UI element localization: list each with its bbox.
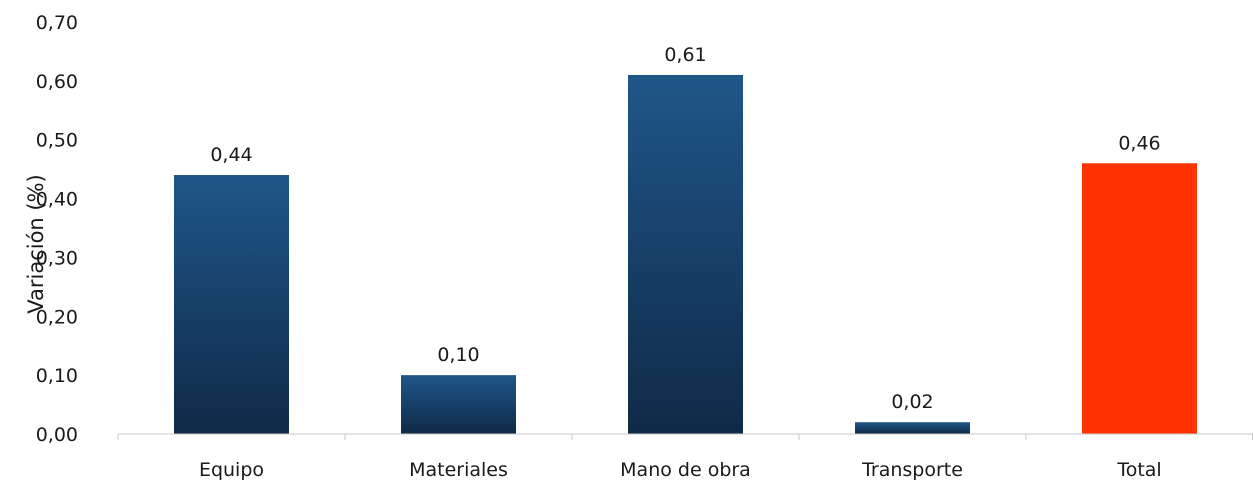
bar-transporte <box>855 422 970 434</box>
y-tick-label: 0,50 <box>36 130 78 152</box>
y-tick-label: 0,00 <box>36 424 78 446</box>
data-label: 0,61 <box>664 44 706 66</box>
bar-mano-de-obra <box>628 74 743 434</box>
category-label: Transporte <box>861 459 963 481</box>
bars <box>174 74 1197 434</box>
category-label: Equipo <box>199 459 264 481</box>
y-tick-label: 0,40 <box>36 189 78 211</box>
y-tick-label: 0,30 <box>36 247 78 269</box>
data-label: 0,44 <box>210 144 252 166</box>
bar-total <box>1082 163 1197 434</box>
data-labels: 0,44 0,10 0,61 0,02 0,46 <box>210 44 1160 413</box>
bar-equipo <box>174 175 289 434</box>
y-tick-label: 0,20 <box>36 306 78 328</box>
y-tick-label: 0,70 <box>36 12 78 34</box>
category-label: Mano de obra <box>620 459 751 481</box>
data-label: 0,46 <box>1118 132 1160 154</box>
y-tick-labels: 0,00 0,10 0,20 0,30 0,40 0,50 0,60 0,70 <box>36 12 78 446</box>
category-label: Materiales <box>409 459 508 481</box>
bar-materiales <box>401 375 516 434</box>
category-labels: Equipo Materiales Mano de obra Transporte To… <box>199 459 1162 481</box>
data-label: 0,10 <box>437 344 479 366</box>
x-axis <box>117 433 1253 440</box>
data-label: 0,02 <box>891 391 933 413</box>
y-tick-label: 0,10 <box>36 365 78 387</box>
y-tick-label: 0,60 <box>36 71 78 93</box>
category-label: Total <box>1116 459 1161 481</box>
y-axis-title: Variación (%) <box>24 174 48 314</box>
